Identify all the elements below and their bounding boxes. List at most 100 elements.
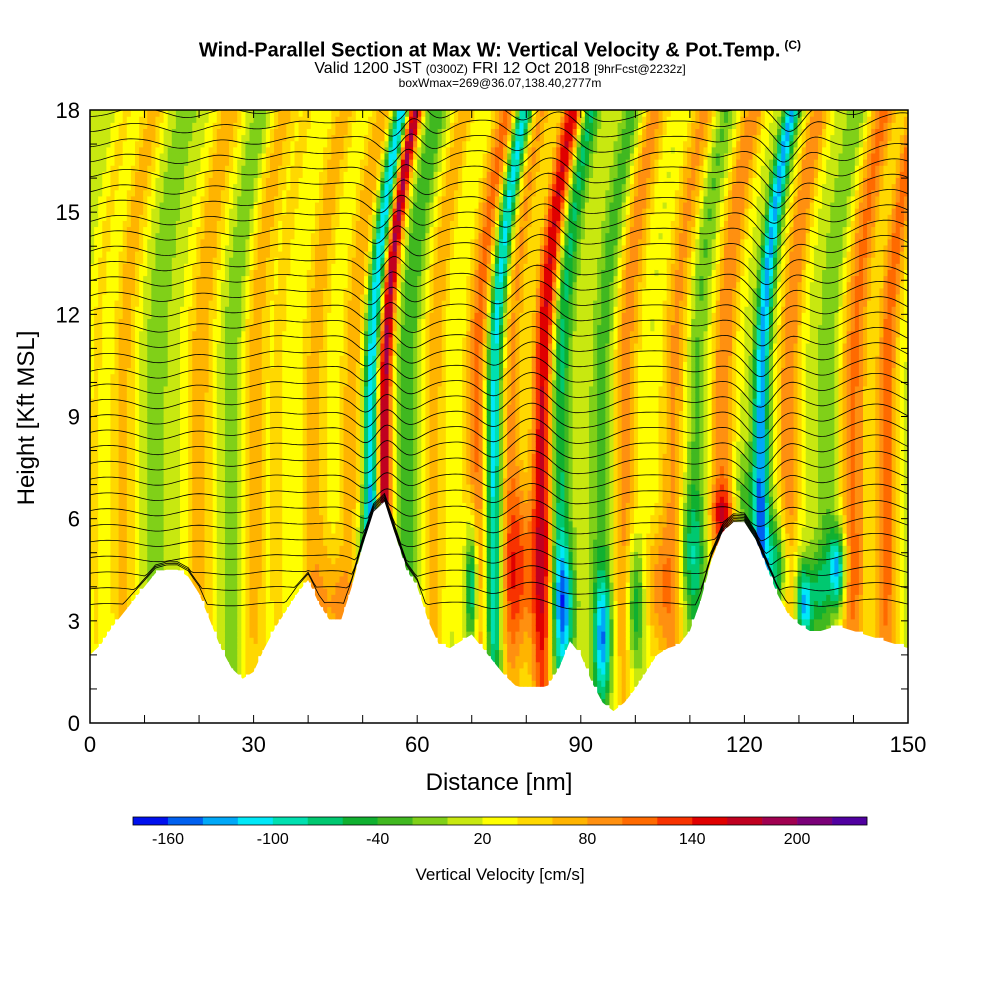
velocity-cell [122,508,128,516]
velocity-cell [241,477,247,485]
velocity-cell [163,201,169,209]
velocity-cell [179,183,185,191]
velocity-cell [110,330,116,338]
velocity-cell [184,171,189,179]
velocity-cell [147,361,152,369]
velocity-cell [249,465,255,473]
velocity-cell [98,128,103,136]
velocity-cell [196,134,202,142]
velocity-cell [323,189,328,197]
velocity-cell [216,391,222,399]
velocity-cell [147,539,152,546]
velocity-cell [314,324,320,332]
velocity-cell [139,312,144,320]
velocity-cell [94,195,99,203]
velocity-cell [216,637,222,644]
velocity-cell [319,385,324,393]
velocity-cell [274,300,279,307]
velocity-cell [265,637,271,644]
velocity-cell [134,483,140,491]
velocity-cell [110,441,116,448]
velocity-cell [294,275,300,283]
velocity-cell [167,520,173,528]
velocity-cell [163,152,169,160]
velocity-cell [200,195,206,203]
velocity-cell [249,508,255,516]
velocity-cell [139,263,144,270]
velocity-cell [216,545,222,552]
velocity-cell [249,422,255,430]
velocity-cell [179,300,185,307]
velocity-cell [126,514,132,522]
velocity-cell [151,300,157,307]
velocity-cell [319,201,324,209]
velocity-cell [188,128,193,136]
velocity-cell [122,490,128,497]
velocity-cell [257,618,263,626]
velocity-cell [323,441,328,448]
velocity-cell [179,257,185,264]
velocity-cell [147,281,152,289]
velocity-cell [163,134,169,142]
velocity-cell [110,355,116,362]
velocity-cell [147,122,152,129]
velocity-cell [314,367,320,375]
velocity-cell [257,232,263,240]
velocity-cell [249,159,255,166]
velocity-cell [229,287,234,295]
velocity-cell [90,563,95,571]
velocity-cell [200,416,206,424]
velocity-cell [188,391,193,399]
velocity-cell [216,575,222,583]
velocity-cell [237,171,242,179]
velocity-cell [257,189,263,197]
velocity-cell [245,471,251,479]
velocity-cell [233,600,238,608]
velocity-cell [327,355,332,362]
velocity-cell [204,250,210,258]
velocity-cell [229,257,234,264]
velocity-cell [200,490,206,497]
velocity-cell [192,422,197,430]
velocity-cell [233,201,238,209]
velocity-cell [220,618,226,626]
velocity-cell [310,496,316,503]
velocity-cell [184,502,189,510]
velocity-cell [204,588,210,595]
velocity-cell [319,600,324,608]
velocity-cell [143,379,148,387]
velocity-cell [192,557,197,565]
velocity-cell [216,159,222,166]
velocity-cell [139,373,144,381]
velocity-cell [179,526,185,534]
velocity-cell [110,496,116,503]
velocity-cell [188,140,193,148]
velocity-cell [188,361,193,369]
velocity-cell [274,606,279,614]
velocity-cell [269,428,275,436]
velocity-cell [310,367,316,375]
velocity-cell [302,373,308,381]
velocity-cell [237,220,242,228]
velocity-cell [204,422,210,430]
velocity-cell [323,410,328,418]
velocity-cell [224,428,230,436]
velocity-cell [196,336,202,344]
velocity-cell [184,306,189,313]
velocity-cell [253,244,259,252]
velocity-cell [130,152,136,160]
velocity-cell [98,140,103,148]
velocity-cell [237,539,242,546]
velocity-cell [184,226,189,234]
velocity-cell [286,324,292,332]
velocity-cell [269,189,275,197]
velocity-cell [327,385,332,393]
velocity-cell [102,324,107,332]
velocity-cell [134,306,140,313]
velocity-cell [253,563,259,571]
velocity-cell [163,539,169,546]
velocity-cell [102,398,107,405]
velocity-cell [184,128,189,136]
velocity-cell [167,293,173,301]
velocity-cell [249,643,255,651]
